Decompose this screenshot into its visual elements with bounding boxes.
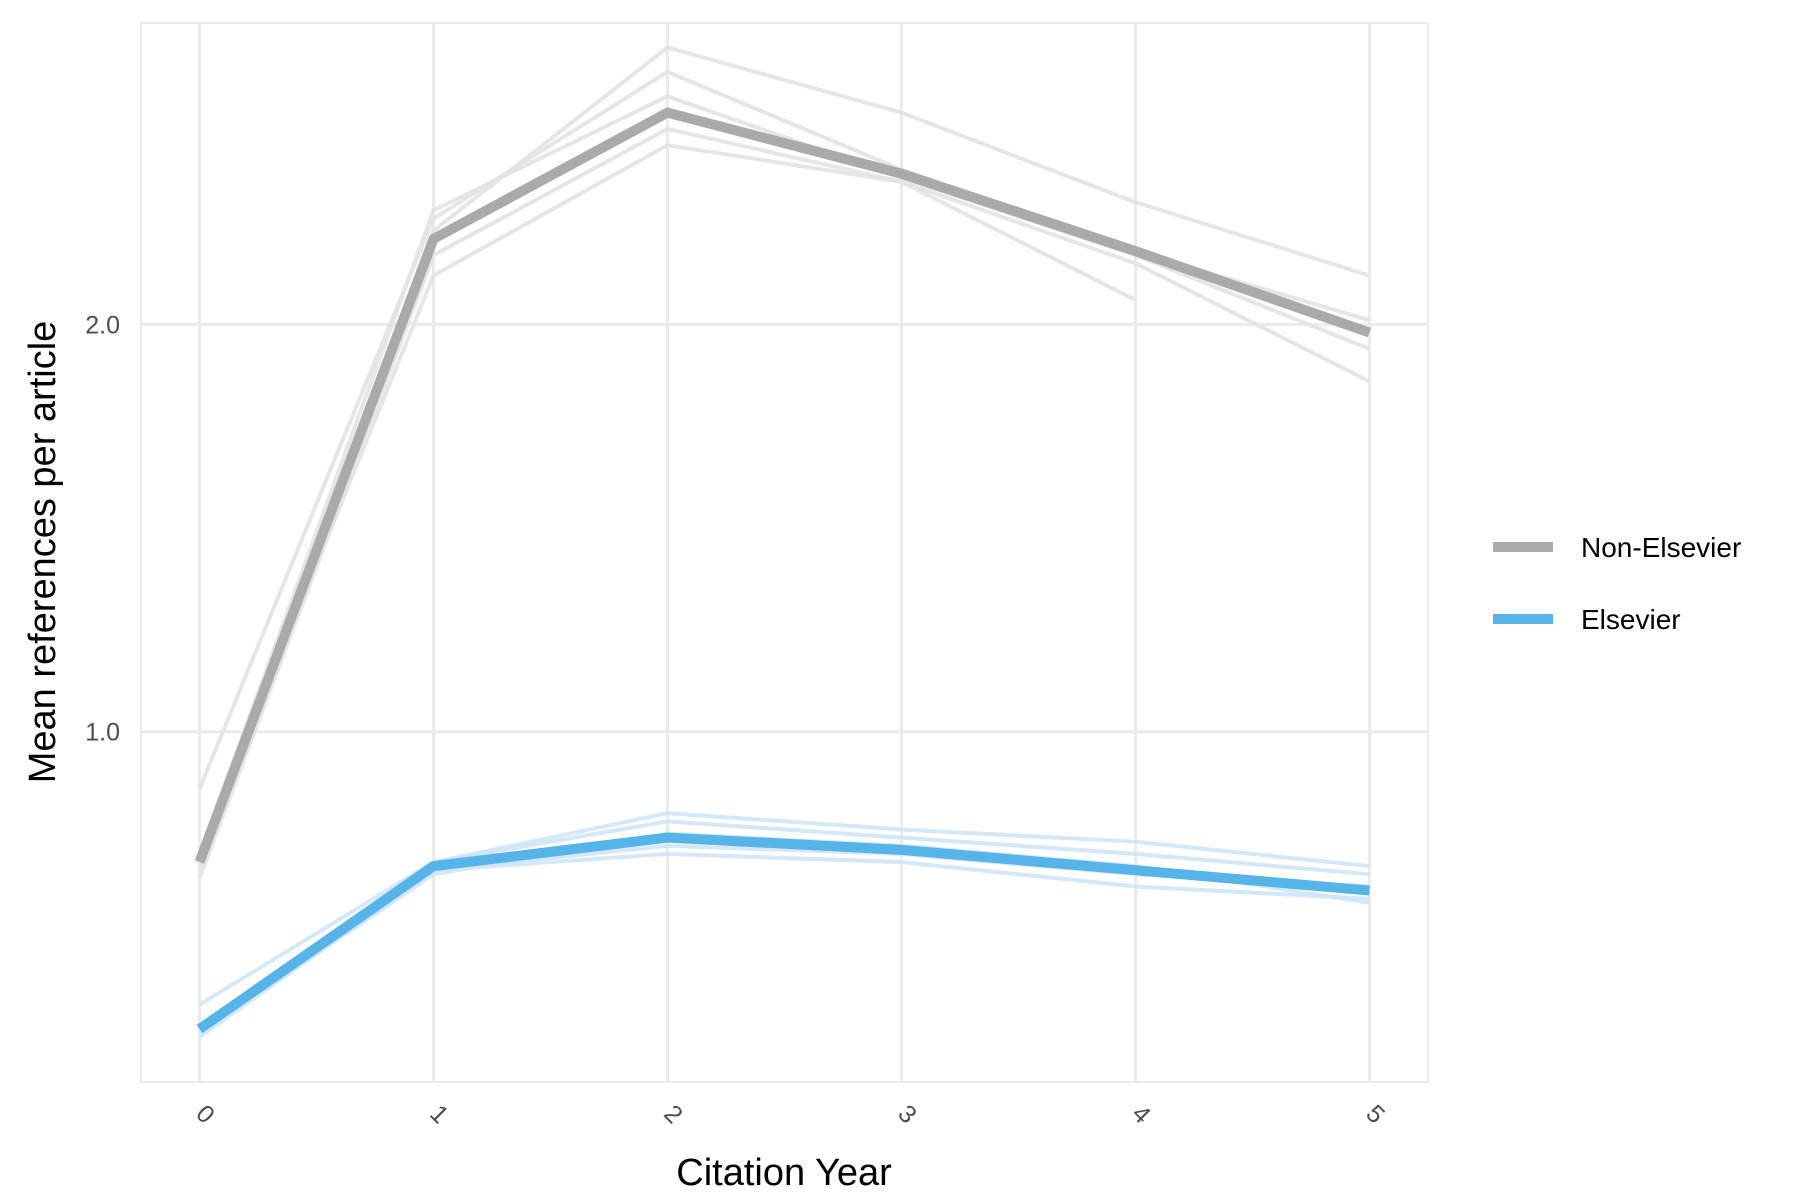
background-line-non-elsevier — [197, 94, 1371, 855]
y-tick-label: 2.0 — [85, 311, 120, 339]
x-tick-label: 3 — [892, 1100, 922, 1130]
x-axis-title: Citation Year — [676, 1152, 892, 1194]
x-tick-label: 0 — [190, 1100, 220, 1130]
plot-panel — [140, 22, 1429, 1083]
y-tick-label: 1.0 — [85, 719, 120, 747]
y-axis-title: Mean references per article — [22, 321, 64, 784]
legend-label: Elsevier — [1581, 604, 1681, 635]
series-lines — [194, 107, 1372, 1034]
x-tick-label: 1 — [424, 1100, 454, 1130]
series-line-elsevier — [196, 832, 1370, 1034]
x-tick-label: 5 — [1360, 1100, 1390, 1130]
background-line-non-elsevier — [197, 143, 1371, 855]
background-line-elsevier — [198, 811, 1370, 1007]
series-line-non-elsevier — [194, 107, 1372, 864]
background-line-non-elsevier — [197, 126, 1137, 880]
grid — [141, 23, 1428, 1082]
legend: Non-Elsevier Elsevier — [1493, 532, 1741, 635]
y-axis-ticks: 1.0 2.0 — [85, 311, 120, 746]
x-tick-label: 2 — [658, 1100, 688, 1130]
x-tick-label: 4 — [1126, 1100, 1156, 1130]
legend-label: Non-Elsevier — [1581, 532, 1741, 563]
x-axis-ticks: 0 1 2 3 4 5 — [190, 1100, 1390, 1130]
